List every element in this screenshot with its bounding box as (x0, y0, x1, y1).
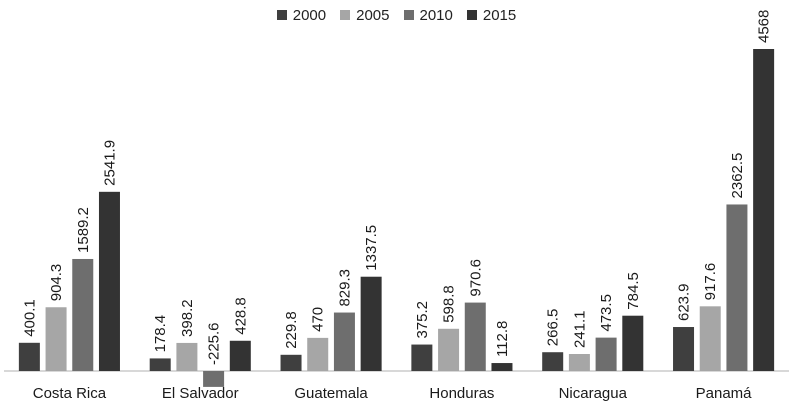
bar-2005-3 (438, 328, 460, 371)
bar-2000-5 (673, 327, 695, 371)
bar-2015-3 (491, 363, 513, 371)
data-label-2005-2: 470 (310, 307, 327, 332)
category-label-2: Guatemala (294, 385, 368, 402)
bar-2000-1 (149, 358, 171, 371)
legend-item-2015: 2015 (466, 6, 517, 24)
bar-2015-5 (753, 49, 775, 371)
bar-2015-4 (622, 315, 644, 371)
bar-2010-0 (72, 258, 94, 371)
legend-swatch-2005 (340, 10, 351, 20)
legend-label-2005: 2005 (356, 6, 390, 24)
bar-2000-3 (411, 344, 433, 371)
bar-2015-0 (98, 191, 120, 371)
bar-2005-4 (568, 354, 590, 371)
category-label-0: Costa Rica (33, 385, 107, 402)
data-label-2015-2: 1337.5 (363, 225, 380, 271)
data-label-2000-4: 266.5 (545, 309, 562, 347)
bar-2005-2 (307, 337, 329, 371)
legend-item-2010: 2010 (403, 6, 453, 24)
data-label-2010-5: 2362.5 (729, 153, 746, 199)
legend-item-2005: 2005 (340, 6, 390, 24)
data-label-2005-3: 598.8 (441, 285, 458, 323)
data-label-2005-5: 917.6 (702, 263, 719, 301)
data-label-2010-3: 970.6 (467, 259, 484, 297)
data-label-2010-0: 1589.2 (75, 207, 92, 253)
bar-2015-1 (229, 340, 251, 371)
bar-2010-5 (726, 204, 748, 371)
data-label-2005-4: 241.1 (571, 310, 588, 348)
category-label-4: Nicaragua (559, 385, 628, 402)
bar-2005-1 (176, 342, 198, 371)
data-label-2015-1: 428.8 (232, 297, 249, 335)
bar-2005-5 (699, 306, 721, 371)
data-label-2015-4: 784.5 (625, 272, 642, 310)
data-label-2005-1: 398.2 (179, 299, 196, 337)
data-label-2015-0: 2541.9 (101, 140, 118, 186)
legend-swatch-2000 (276, 10, 287, 20)
category-label-3: Honduras (429, 385, 494, 402)
bar-2010-2 (333, 312, 355, 371)
data-label-2015-5: 4568 (756, 10, 773, 43)
data-label-2000-5: 623.9 (676, 283, 693, 321)
data-label-2010-4: 473.5 (598, 294, 615, 332)
data-label-2000-3: 375.2 (414, 301, 431, 339)
bar-2010-4 (595, 337, 617, 371)
data-label-2000-0: 400.1 (21, 299, 38, 337)
legend-label-2010: 2010 (419, 6, 453, 24)
legend-label-2015: 2015 (482, 6, 517, 24)
category-label-1: El Salvador (162, 385, 239, 402)
bar-2000-4 (542, 352, 564, 371)
data-label-2000-2: 229.8 (283, 311, 300, 349)
legend-swatch-2015 (466, 10, 477, 20)
bar-2010-3 (464, 302, 486, 371)
data-label-2000-1: 178.4 (152, 315, 169, 353)
data-label-2005-0: 904.3 (48, 264, 65, 302)
data-label-2010-1: -225.6 (206, 322, 223, 365)
legend-label-2000: 2000 (292, 6, 327, 24)
bar-2015-2 (360, 276, 382, 371)
bar-2010-1 (203, 371, 225, 387)
legend-swatch-2010 (403, 10, 414, 20)
data-label-2015-3: 112.8 (494, 321, 511, 357)
data-label-2010-2: 829.3 (336, 269, 353, 307)
chart-legend: 2000 2005 2010 2015 (0, 4, 793, 26)
legend-item-2000: 2000 (276, 6, 327, 24)
bar-2000-0 (18, 342, 40, 371)
category-label-5: Panamá (696, 385, 753, 402)
bar-2005-0 (45, 307, 67, 371)
bar-2000-2 (280, 354, 302, 371)
